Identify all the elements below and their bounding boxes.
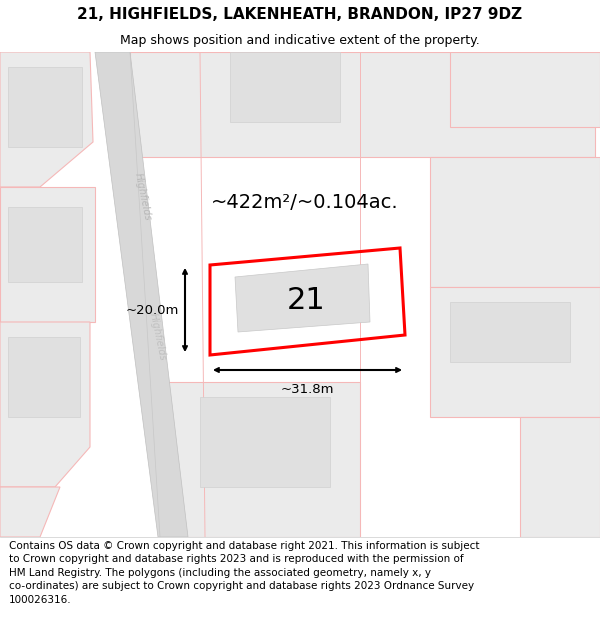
Polygon shape [95, 52, 188, 537]
Polygon shape [130, 52, 595, 157]
Text: ~31.8m: ~31.8m [281, 383, 334, 396]
Text: 21: 21 [287, 286, 326, 315]
Polygon shape [8, 337, 80, 417]
Polygon shape [0, 487, 60, 537]
Text: ~422m²/~0.104ac.: ~422m²/~0.104ac. [211, 192, 399, 211]
Polygon shape [0, 322, 90, 487]
Polygon shape [200, 397, 330, 487]
Text: Map shows position and indicative extent of the property.: Map shows position and indicative extent… [120, 34, 480, 47]
Polygon shape [158, 382, 360, 537]
Polygon shape [8, 207, 82, 282]
Polygon shape [0, 52, 93, 187]
Polygon shape [450, 52, 600, 127]
Polygon shape [235, 264, 370, 332]
Text: Contains OS data © Crown copyright and database right 2021. This information is : Contains OS data © Crown copyright and d… [9, 541, 479, 605]
Polygon shape [0, 187, 95, 322]
Text: Highfields: Highfields [148, 312, 168, 362]
Polygon shape [520, 417, 600, 537]
Polygon shape [230, 52, 340, 122]
Text: 21, HIGHFIELDS, LAKENHEATH, BRANDON, IP27 9DZ: 21, HIGHFIELDS, LAKENHEATH, BRANDON, IP2… [77, 6, 523, 21]
Polygon shape [450, 302, 570, 362]
Polygon shape [430, 287, 600, 417]
Text: ~20.0m: ~20.0m [125, 304, 179, 316]
Text: Highfields: Highfields [133, 172, 153, 222]
Polygon shape [8, 67, 82, 147]
Polygon shape [430, 157, 600, 287]
